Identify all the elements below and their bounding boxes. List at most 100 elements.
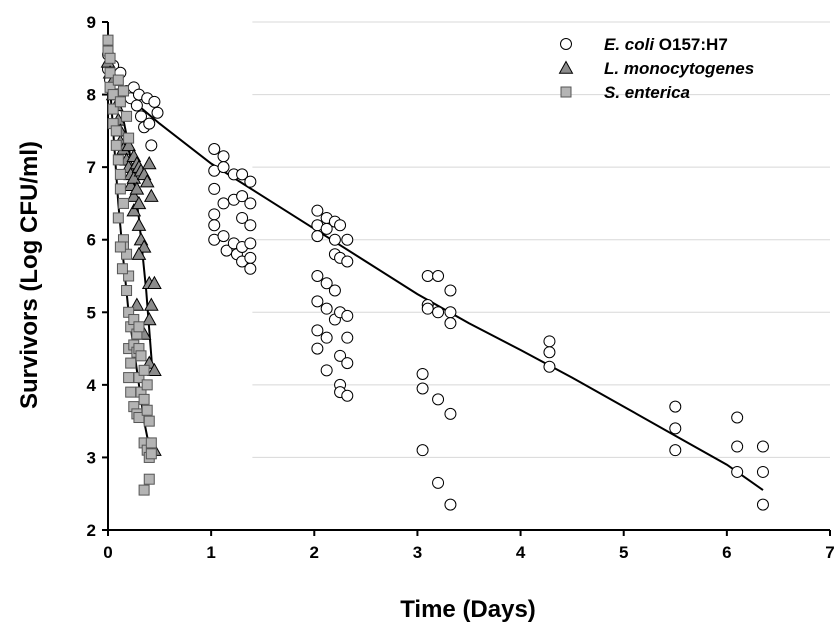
- point-s0-19: [208, 143, 221, 155]
- point-s0-87: [444, 317, 457, 330]
- point-s0-39: [244, 175, 257, 188]
- point-s2-10: [112, 74, 124, 86]
- legend-label-strain-0: O157:H7: [654, 35, 728, 54]
- y-axis-title: Survivors (Log CFU/ml): [16, 141, 43, 409]
- point-s0-44: [244, 262, 257, 275]
- point-s2-6: [107, 103, 119, 115]
- point-s2-28: [125, 357, 137, 369]
- series-0: [102, 48, 769, 511]
- point-s0-96: [731, 411, 744, 424]
- point-s2-9: [110, 139, 122, 151]
- point-s1-33: [143, 297, 159, 311]
- x-tick-label-0: 0: [103, 543, 112, 562]
- point-s2-2: [104, 52, 116, 64]
- point-s2-52: [145, 437, 157, 449]
- tick-labels: 2 3 4 5 6 7 8 9 0 1 2 3 4 5 6 7: [87, 13, 834, 562]
- point-s0-91: [543, 346, 556, 359]
- point-s2-43: [138, 393, 150, 405]
- point-s2-26: [123, 372, 135, 384]
- point-s2-3: [104, 67, 116, 79]
- point-s0-69: [341, 233, 354, 246]
- point-s0-89: [444, 498, 457, 511]
- point-s0-100: [756, 465, 769, 478]
- point-s0-27: [217, 197, 230, 210]
- point-s0-42: [244, 237, 257, 250]
- point-s2-19: [121, 110, 133, 122]
- legend-marker-0: [560, 38, 572, 50]
- point-s1-26: [136, 239, 152, 253]
- point-s2-56: [116, 263, 128, 275]
- point-s0-93: [669, 400, 682, 413]
- point-s0-26: [217, 161, 230, 174]
- x-tick-label-5: 5: [619, 543, 628, 562]
- point-s0-17: [148, 95, 161, 108]
- data-points: [100, 34, 769, 511]
- point-s0-28: [217, 230, 230, 243]
- series-2: [102, 34, 157, 496]
- point-s0-84: [432, 476, 445, 489]
- point-s1-32: [143, 188, 159, 202]
- point-s0-56: [320, 331, 333, 344]
- point-s0-83: [432, 393, 445, 406]
- point-s0-73: [341, 357, 354, 370]
- point-s0-88: [444, 407, 457, 420]
- point-s0-95: [669, 444, 682, 457]
- point-s1-15: [126, 170, 142, 184]
- y-tick-label-9: 9: [87, 13, 96, 32]
- point-s0-61: [328, 284, 341, 297]
- x-tick-label-7: 7: [825, 543, 834, 562]
- legend: E. coli O157:H7 L. monocytogenes S. enteri…: [558, 35, 754, 102]
- y-tick-label-4: 4: [87, 376, 97, 395]
- fit-curve-0: [107, 57, 764, 491]
- point-s0-76: [416, 382, 429, 395]
- point-s0-16: [145, 139, 158, 152]
- point-s1-37: [131, 246, 147, 260]
- point-s1-10: [121, 137, 136, 152]
- point-s0-15: [143, 117, 156, 130]
- y-tick-label-3: 3: [87, 448, 96, 467]
- point-s0-43: [244, 251, 257, 264]
- point-s2-16: [117, 197, 129, 209]
- point-s2-21: [121, 285, 133, 297]
- legend-marker-2: [560, 86, 572, 98]
- legend-label-italic-0: E. coli: [604, 35, 655, 54]
- point-s0-72: [341, 331, 354, 344]
- point-s1-30: [141, 312, 157, 326]
- x-axis-title: Time (Days): [400, 596, 536, 623]
- y-tick-label-5: 5: [87, 303, 96, 322]
- point-s2-51: [143, 473, 155, 485]
- point-s1-34: [147, 275, 162, 289]
- y-tick-label-2: 2: [87, 521, 96, 540]
- point-s2-49: [143, 415, 155, 427]
- x-tick-label-6: 6: [722, 543, 731, 562]
- legend-marker-1: [558, 60, 574, 74]
- point-s0-40: [244, 197, 257, 210]
- point-s1-19: [129, 181, 145, 195]
- point-s2-23: [123, 270, 135, 282]
- point-s0-80: [421, 302, 434, 315]
- point-s2-0: [102, 34, 114, 46]
- point-s0-82: [432, 306, 445, 319]
- point-s0-59: [328, 233, 341, 246]
- legend-label-italic-2: S. enterica: [604, 83, 690, 102]
- point-s2-22: [123, 132, 135, 144]
- point-s2-36: [133, 321, 145, 333]
- point-s0-45: [311, 204, 324, 217]
- axes: [102, 21, 831, 536]
- x-tick-label-1: 1: [206, 543, 215, 562]
- point-s0-21: [208, 182, 221, 195]
- point-s2-11: [112, 154, 124, 166]
- point-s0-81: [432, 270, 445, 282]
- point-s2-53: [145, 448, 157, 460]
- x-tick-label-3: 3: [413, 543, 422, 562]
- point-s0-71: [341, 309, 354, 322]
- point-s0-47: [311, 230, 324, 243]
- point-s0-66: [334, 349, 347, 362]
- y-tick-label-8: 8: [87, 86, 96, 105]
- point-s2-54: [114, 241, 126, 253]
- point-s0-85: [444, 284, 457, 297]
- point-s0-50: [311, 324, 324, 337]
- point-s0-92: [543, 360, 556, 373]
- point-s0-34: [236, 168, 249, 181]
- point-s0-57: [320, 364, 333, 377]
